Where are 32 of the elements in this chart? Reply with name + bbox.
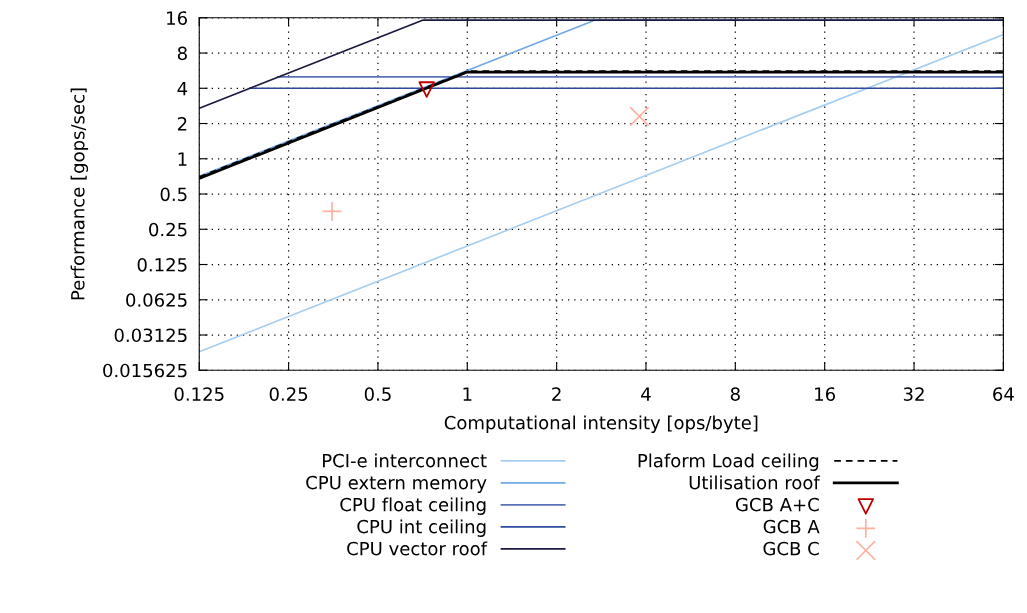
x-tick-label: 64	[993, 387, 1014, 401]
y-tick-label: 0.03125	[114, 328, 187, 343]
legend-label: PCI-e interconnect	[323, 453, 487, 468]
x-tick-label: 4	[641, 387, 651, 401]
x-tick-label: 1	[463, 387, 472, 401]
x-axis-title: Computational intensity [ops/byte]	[444, 415, 758, 433]
x-tick-label: 32	[903, 387, 924, 401]
x-tick-label: 8	[730, 387, 740, 401]
legend-label: CPU int ceiling	[357, 519, 486, 537]
x-tick-label: 0.25	[269, 387, 308, 401]
x-tick-label: 2	[552, 387, 561, 401]
legend-label: GCB C	[763, 541, 819, 556]
y-tick-label: 16	[167, 11, 187, 25]
y-tick-label: 0.5	[160, 187, 187, 202]
legend-label: CPU extern memory	[306, 475, 487, 493]
legend-label: GCB A+C	[735, 497, 819, 512]
legend-label: GCB A	[763, 519, 820, 534]
y-tick-label: 1	[178, 152, 187, 166]
y-tick-label: 0.25	[149, 222, 187, 237]
y-tick-label: 4	[177, 81, 188, 96]
y-tick-label: 0.0625	[126, 293, 187, 307]
y-axis-title: Performance [gops/sec]	[70, 88, 89, 300]
y-tick-label: 8	[177, 46, 187, 61]
x-tick-label: 16	[815, 387, 836, 401]
legend-label: CPU vector roof	[347, 541, 488, 556]
x-tick-label: 0.5	[364, 387, 391, 401]
legend-label: Plaform Load ceiling	[638, 453, 819, 471]
legend-label: CPU float ceiling	[340, 497, 486, 515]
legend-label: Utilisation roof	[689, 475, 821, 490]
y-tick-label: 2	[177, 116, 187, 131]
y-tick-label: 0.015625	[103, 363, 187, 378]
y-tick-label: 0.125	[137, 257, 187, 272]
